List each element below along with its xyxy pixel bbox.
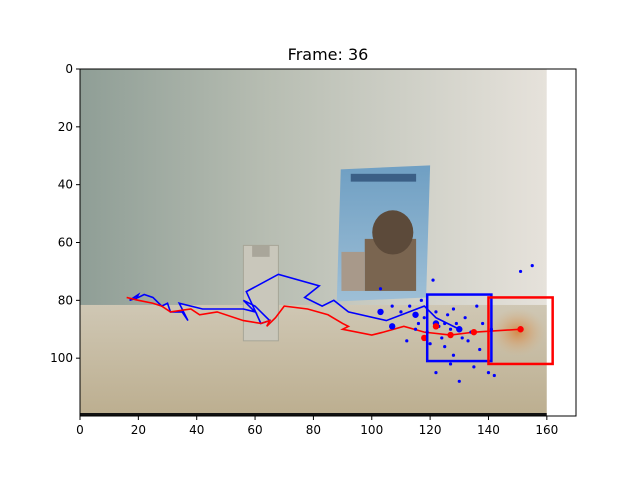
y-tick-label: 40	[58, 178, 73, 192]
y-tick-label: 0	[65, 62, 73, 76]
x-tick-label: 0	[76, 423, 84, 437]
particle-point	[448, 362, 453, 366]
bounding-box	[425, 293, 493, 363]
particle-point	[486, 371, 491, 375]
bottle	[242, 244, 279, 342]
particle-point	[434, 371, 438, 375]
x-tick-label: 40	[189, 423, 204, 437]
x-tick-label: 100	[360, 423, 383, 437]
particle-point	[475, 304, 479, 308]
x-axis: 0 20 40 60 80 100 120 140 160	[76, 416, 558, 437]
particle-point	[454, 321, 458, 326]
bottom-edge	[80, 413, 547, 416]
chart-title: Frame: 36	[288, 45, 369, 64]
particle-point	[428, 342, 432, 346]
trajectory-line	[126, 296, 521, 336]
poster-wing	[341, 251, 365, 291]
particle-point	[408, 304, 412, 308]
y-tick-label: 60	[58, 236, 73, 250]
particle-point	[422, 316, 426, 320]
particle-point	[518, 269, 523, 274]
ball	[489, 308, 546, 357]
particle-point	[443, 321, 447, 326]
particle-point	[530, 264, 534, 268]
trajectory-marker	[470, 328, 478, 336]
particle-point	[481, 321, 485, 326]
particle-point	[419, 298, 423, 302]
particle-point	[472, 365, 476, 369]
y-tick-label: 80	[58, 293, 73, 307]
particle-point	[448, 327, 453, 331]
particle-point	[413, 327, 418, 331]
y-tick-label: 20	[58, 120, 73, 134]
particle-point	[399, 310, 403, 314]
particle-point	[390, 304, 394, 308]
particle-point	[478, 347, 482, 352]
x-tick-label: 20	[131, 423, 146, 437]
y-axis: 0 20 40 60 80 100	[50, 62, 80, 365]
particle-point	[457, 379, 461, 383]
trajectory-marker	[447, 331, 454, 339]
particle-point	[446, 313, 450, 317]
particle-point	[440, 336, 444, 340]
trajectory-line	[129, 273, 460, 330]
trajectory-marker	[456, 326, 463, 333]
poster-dome	[372, 210, 414, 255]
particle-point	[416, 321, 421, 326]
trajectory-marker	[432, 323, 440, 330]
trajectory-marker	[517, 326, 524, 333]
bottle-cap	[252, 245, 270, 257]
x-tick-label: 160	[535, 423, 558, 437]
particle-point	[466, 339, 470, 343]
poster-banner	[350, 173, 417, 182]
particle-point	[460, 336, 464, 340]
particle-point	[431, 278, 435, 282]
x-tick-label: 60	[247, 423, 262, 437]
particle-point	[434, 310, 438, 314]
particle-point	[443, 345, 447, 349]
background-photo	[80, 69, 547, 416]
particle-point	[492, 373, 496, 378]
x-tick-label: 80	[306, 423, 321, 437]
particle-point	[451, 307, 456, 311]
trajectory-marker	[421, 334, 428, 342]
particle-point	[378, 287, 383, 291]
particle-point	[405, 339, 409, 343]
y-tick-label: 100	[50, 351, 73, 365]
particle-point	[451, 353, 456, 357]
trajectory-marker	[412, 311, 419, 318]
trajectory-marker	[388, 323, 396, 330]
particle-point	[463, 316, 467, 320]
chart-marks	[126, 264, 554, 383]
bounding-box	[487, 296, 554, 366]
x-tick-label: 140	[477, 423, 500, 437]
x-tick-label: 120	[419, 423, 442, 437]
trajectory-marker	[377, 308, 384, 316]
